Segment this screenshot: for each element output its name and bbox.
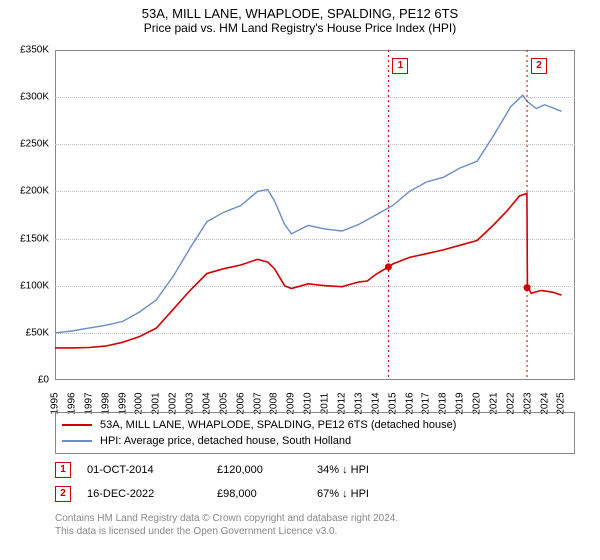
series-hpi bbox=[55, 95, 562, 333]
legend-label: 53A, MILL LANE, WHAPLODE, SPALDING, PE12… bbox=[100, 419, 456, 431]
chart-title: 53A, MILL LANE, WHAPLODE, SPALDING, PE12… bbox=[0, 0, 600, 21]
y-axis-tick: £250K bbox=[9, 139, 49, 150]
event-row: 2 16-DEC-2022£98,00067% ↓ HPI bbox=[55, 482, 575, 506]
footer-line-2: This data is licensed under the Open Gov… bbox=[55, 525, 575, 538]
y-axis-tick: £300K bbox=[9, 92, 49, 103]
series-property bbox=[55, 193, 562, 348]
event-marker-dot bbox=[385, 263, 392, 270]
event-price: £120,000 bbox=[217, 464, 317, 476]
event-marker-badge: 1 bbox=[392, 58, 408, 74]
chart-area: 12 £0£50K£100K£150K£200K£250K£300K£350K … bbox=[55, 50, 575, 380]
y-axis-tick: £0 bbox=[9, 375, 49, 386]
footer-line-1: Contains HM Land Registry data © Crown c… bbox=[55, 512, 575, 525]
event-badge: 2 bbox=[55, 486, 71, 502]
event-date: 01-OCT-2014 bbox=[87, 464, 217, 476]
line-chart-svg bbox=[55, 50, 575, 380]
legend-row: 53A, MILL LANE, WHAPLODE, SPALDING, PE12… bbox=[62, 417, 568, 433]
event-diff: 34% ↓ HPI bbox=[317, 464, 417, 476]
footer-attribution: Contains HM Land Registry data © Crown c… bbox=[55, 512, 575, 538]
event-marker-dot bbox=[524, 284, 531, 291]
legend-row: HPI: Average price, detached house, Sout… bbox=[62, 433, 568, 449]
y-axis-tick: £150K bbox=[9, 233, 49, 244]
event-table: 1 01-OCT-2014£120,00034% ↓ HPI 2 16-DEC-202… bbox=[55, 458, 575, 506]
legend-label: HPI: Average price, detached house, Sout… bbox=[100, 435, 351, 447]
legend-swatch bbox=[62, 424, 92, 426]
event-diff: 67% ↓ HPI bbox=[317, 488, 417, 500]
event-date: 16-DEC-2022 bbox=[87, 488, 217, 500]
event-badge: 1 bbox=[55, 462, 71, 478]
legend-swatch bbox=[62, 440, 92, 442]
legend: 53A, MILL LANE, WHAPLODE, SPALDING, PE12… bbox=[55, 412, 575, 454]
y-axis-tick: £100K bbox=[9, 280, 49, 291]
event-marker-badge: 2 bbox=[531, 58, 547, 74]
chart-subtitle: Price paid vs. HM Land Registry's House … bbox=[0, 21, 600, 35]
event-row: 1 01-OCT-2014£120,00034% ↓ HPI bbox=[55, 458, 575, 482]
y-axis-tick: £200K bbox=[9, 186, 49, 197]
y-axis-tick: £350K bbox=[9, 45, 49, 56]
y-axis-tick: £50K bbox=[9, 327, 49, 338]
event-price: £98,000 bbox=[217, 488, 317, 500]
